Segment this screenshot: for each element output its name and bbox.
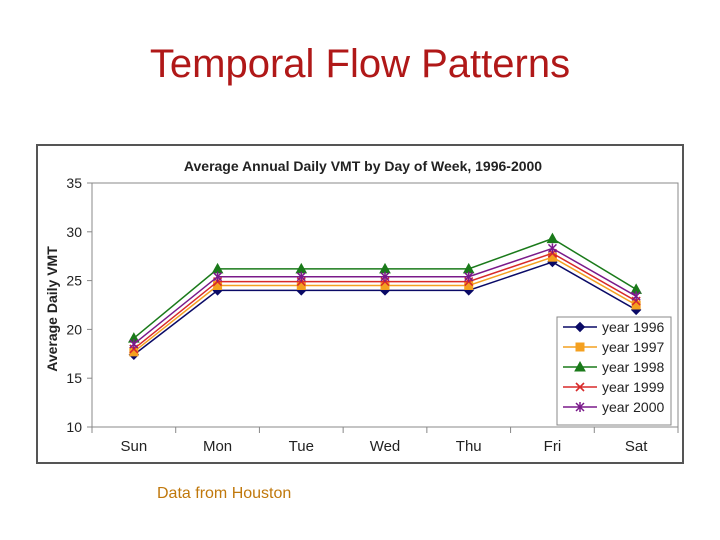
legend-label: year 1998 xyxy=(602,359,664,375)
data-point xyxy=(464,271,474,282)
x-tick-label: Tue xyxy=(289,438,314,455)
legend-marker xyxy=(574,360,586,372)
legend-label: year 1997 xyxy=(602,339,664,355)
series-year-1998 xyxy=(128,232,642,343)
x-tick-label: Mon xyxy=(203,438,232,455)
axes-layer: 10 15 20 25 30 35 Sun Mon Tue Wed Thu Fri Sat xyxy=(66,175,679,455)
legend-item: year 2000 xyxy=(563,399,664,415)
data-point xyxy=(129,339,139,350)
source-note: Data from Houston xyxy=(157,485,292,502)
legend-item: year 1999 xyxy=(563,379,664,395)
legend-label: year 2000 xyxy=(602,399,664,415)
legend-marker xyxy=(575,402,585,412)
legend-marker xyxy=(575,382,585,392)
y-tick-label: 35 xyxy=(66,175,82,191)
legend-item: year 1998 xyxy=(563,359,664,375)
x-tick-label: Thu xyxy=(456,438,482,455)
series-layer xyxy=(128,232,642,360)
data-point xyxy=(546,232,559,244)
chart-frame: Average Annual Daily VMT by Day of Week,… xyxy=(36,144,684,464)
legend-label: year 1999 xyxy=(602,379,664,395)
data-point xyxy=(631,291,641,302)
legend: year 1996 year 1997 year 1998 year 1999 year… xyxy=(556,316,672,426)
x-tick-label: Sat xyxy=(625,438,648,455)
y-tick-label: 20 xyxy=(66,321,82,337)
data-point xyxy=(213,271,223,282)
x-tick-label: Wed xyxy=(370,438,401,455)
legend-marker xyxy=(575,342,585,352)
plot-area xyxy=(91,182,679,428)
legend-label: year 1996 xyxy=(602,319,664,335)
x-tick-label: Fri xyxy=(544,438,562,455)
data-point xyxy=(547,243,557,254)
legend-marker xyxy=(574,321,586,333)
x-tick-label: Sun xyxy=(121,438,148,455)
legend-item: year 1997 xyxy=(563,339,664,355)
data-point xyxy=(380,271,390,282)
y-tick-label: 15 xyxy=(66,370,82,386)
y-tick-label: 30 xyxy=(66,224,82,240)
data-point xyxy=(296,271,306,282)
chart-title: Average Annual Daily VMT by Day of Week,… xyxy=(184,158,542,174)
y-axis-label: Average Daily VMT xyxy=(44,246,60,372)
y-tick-label: 25 xyxy=(66,273,82,289)
legend-item: year 1996 xyxy=(563,319,664,335)
y-tick-label: 10 xyxy=(66,419,82,435)
chart-svg: Average Annual Daily VMT by Day of Week,… xyxy=(44,158,679,455)
series-year-2000 xyxy=(129,243,641,350)
slide-title: Temporal Flow Patterns xyxy=(149,42,571,86)
